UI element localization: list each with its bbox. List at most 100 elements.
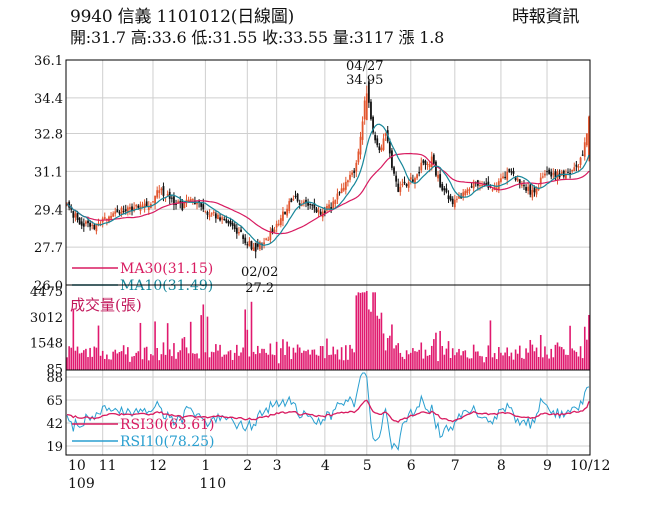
candle-body [68, 201, 71, 208]
candle-body [512, 170, 515, 174]
candle-body [403, 181, 406, 184]
candle-body [405, 184, 408, 187]
candle-body [225, 219, 228, 223]
candle-body [506, 171, 509, 180]
volume-bar [542, 357, 544, 370]
candle-body [525, 187, 527, 191]
volume-bar [483, 362, 485, 370]
volume-bar [504, 352, 506, 370]
candle-body [212, 212, 215, 214]
candle-body [562, 170, 565, 177]
x-month-label: 1 [201, 458, 210, 474]
volume-bar [250, 301, 253, 370]
volume-bar [378, 318, 381, 370]
volume-bar [581, 358, 584, 370]
x-month-label: 11 [99, 458, 117, 474]
volume-bar [498, 347, 500, 370]
candle-body [82, 223, 85, 227]
candle-body [342, 187, 345, 191]
candle-body [133, 207, 136, 212]
volume-bar [265, 352, 267, 370]
volume-bar [277, 363, 280, 370]
rsi30-legend-label: RSI30(63.61) [120, 417, 214, 433]
candle-body [411, 179, 414, 182]
candle-body [487, 181, 490, 188]
candle-body [449, 196, 452, 201]
candle-body [250, 241, 253, 250]
candle-body [569, 172, 571, 175]
volume-bar [217, 350, 219, 370]
candle-body [110, 215, 112, 219]
volume-bar [470, 358, 473, 370]
volume-bar [403, 359, 406, 370]
volume-bar [127, 347, 129, 370]
volume-bar [229, 350, 232, 370]
price-tick-label: 31.1 [34, 165, 63, 180]
candle-body [330, 207, 333, 209]
volume-bar [152, 355, 154, 370]
volume-bar [72, 308, 75, 370]
volume-bar [368, 309, 370, 370]
candle-body [242, 235, 245, 239]
volume-bar [334, 354, 337, 370]
candle-body [508, 168, 511, 173]
candle-body [152, 201, 154, 203]
volume-bar [147, 360, 150, 370]
candle-body [307, 201, 309, 206]
volume-bar [240, 352, 242, 370]
volume-bar [212, 352, 215, 370]
volume-bar [567, 354, 569, 370]
volume-bar [531, 344, 534, 370]
volume-bar [523, 358, 525, 370]
candle-body [535, 188, 538, 195]
volume-bar [263, 348, 265, 370]
candle-body [332, 201, 335, 210]
volume-bar [91, 356, 93, 370]
volume-bar [296, 344, 299, 370]
volume-bar [502, 355, 504, 370]
candle-body [298, 203, 301, 205]
volume-bar [324, 358, 326, 370]
candle-body [420, 162, 423, 171]
candle-body [470, 186, 473, 188]
volume-bar [124, 354, 127, 370]
candle-body [376, 138, 379, 146]
candle-body [231, 222, 234, 226]
volume-bar [456, 352, 458, 370]
candle-body [135, 204, 138, 207]
volume-bar [173, 343, 175, 370]
volume-bar [508, 356, 511, 370]
volume-bar [389, 335, 391, 370]
volume-bar [189, 321, 192, 370]
candle-body [541, 176, 544, 178]
candle-body [426, 164, 429, 166]
volume-bar [236, 344, 238, 370]
volume-bar [468, 358, 471, 370]
x-month-label: 8 [497, 458, 506, 474]
candle-body [407, 182, 410, 188]
x-month-label: 12 [149, 458, 167, 474]
volume-bar [171, 356, 173, 370]
x-month-label: 4 [321, 458, 330, 474]
candle-body [481, 184, 483, 186]
volume-bar [428, 354, 431, 370]
volume-bar [407, 354, 410, 370]
candle-body [510, 171, 513, 173]
volume-bar [332, 346, 335, 370]
volume-bar [336, 349, 339, 370]
candle-body [76, 212, 79, 220]
volume-bar [464, 350, 467, 370]
volume-bar [80, 352, 83, 370]
volume-bar [261, 348, 263, 370]
candle-body [87, 220, 89, 224]
candle-body [428, 164, 431, 168]
volume-bar [479, 355, 481, 370]
candle-body [516, 178, 519, 181]
volume-bar [489, 320, 492, 370]
volume-bar [328, 354, 330, 370]
candle-body [156, 190, 159, 198]
candle-body [575, 164, 578, 167]
candle-body [397, 183, 400, 192]
volume-bar [409, 352, 412, 370]
ma10-line [66, 123, 590, 246]
